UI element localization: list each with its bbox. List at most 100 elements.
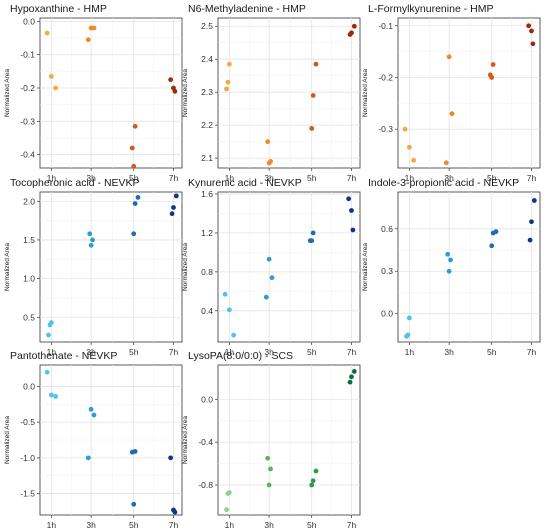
x-tick-label: 7h <box>169 347 179 357</box>
data-point <box>266 160 272 166</box>
data-point <box>129 145 135 151</box>
data-point <box>225 491 231 496</box>
x-tick-label: 3h <box>264 520 274 530</box>
y-tick-label: -0.5 <box>20 417 35 427</box>
data-point <box>402 126 408 132</box>
x-tick-label: 5h <box>487 347 497 357</box>
x-tick-label: 7h <box>347 347 357 357</box>
data-point <box>224 507 229 513</box>
x-tick-label: 5h <box>129 173 139 183</box>
data-point <box>47 322 53 328</box>
plot-frame <box>217 364 361 516</box>
data-point <box>231 332 237 338</box>
panel-title: L-Formylkynurenine - HMP <box>368 3 493 15</box>
y-tick-label: 1.5 <box>23 235 35 245</box>
y-tick-label: -0.1 <box>378 21 393 31</box>
x-tick-label: 3h <box>86 173 96 183</box>
x-tick-label: 3h <box>264 173 274 183</box>
x-tick-label: 5h <box>129 520 139 530</box>
panel-title: Hypoxanthine - HMP <box>10 3 107 15</box>
y-tick-label: 0.3 <box>381 266 393 276</box>
y-tick-label: -0.8 <box>198 480 213 490</box>
y-tick-label: 0.0 <box>23 381 35 391</box>
data-point <box>411 157 417 163</box>
x-tick-label: 5h <box>129 347 139 357</box>
data-point <box>263 294 269 300</box>
x-tick-label: 7h <box>527 173 537 183</box>
data-point <box>269 275 275 281</box>
data-point <box>44 369 50 375</box>
data-point <box>443 160 449 166</box>
data-point <box>490 230 496 236</box>
panel-8: LysoPA(8:0/0:0) - SCS -0.8 -0.4 0.0 1h 3h 5h 7h… <box>182 350 361 530</box>
x-tick-label: 1h <box>47 173 57 183</box>
data-point <box>131 501 137 507</box>
data-point <box>226 307 232 313</box>
y-tick-label: 2.1 <box>201 153 213 163</box>
data-point <box>131 231 137 237</box>
y-tick-label: 2.4 <box>201 54 213 64</box>
data-point <box>313 61 319 67</box>
data-point <box>169 211 175 217</box>
data-point <box>88 242 94 248</box>
y-tick-label: -0.2 <box>20 83 35 93</box>
y-tick-label: 0.0 <box>23 16 35 26</box>
data-point <box>222 291 228 297</box>
data-point <box>347 379 353 385</box>
data-point <box>446 268 452 274</box>
data-point <box>490 62 496 67</box>
data-point <box>530 41 536 47</box>
data-point <box>445 251 451 257</box>
panel-title: Kynurenic acid - NEVKP <box>188 177 302 189</box>
y-tick-label: 1.6 <box>201 189 213 199</box>
data-point <box>168 455 174 461</box>
plot-frame <box>397 191 541 343</box>
data-point <box>171 205 176 210</box>
data-point <box>91 412 97 418</box>
data-point <box>351 23 357 29</box>
y-tick-label: -0.4 <box>20 150 35 160</box>
data-point <box>310 93 316 98</box>
data-point <box>173 193 179 199</box>
y-tick-label: 2.0 <box>23 196 35 206</box>
panel-1: Hypoxanthine - HMP -0.4 -0.3 -0.2 -0.1 0.0 1h 3… <box>4 3 183 183</box>
data-point <box>88 406 94 412</box>
data-point <box>226 61 232 67</box>
panel-7: Pantothenate - NEVKP -1.5 -1.0 -0.5 0.0 1h 3h 5… <box>4 350 183 530</box>
data-point <box>309 126 315 131</box>
panel-title: N6-Methyladenine - HMP <box>188 3 306 15</box>
y-axis-title: Normalized Area <box>4 69 11 117</box>
panel-3: L-Formylkynurenine - HMP -0.3 -0.2 -0.1 1h 3h… <box>362 3 541 183</box>
data-point <box>526 23 532 29</box>
data-point <box>350 227 356 233</box>
plot-frame <box>39 191 183 343</box>
data-point <box>310 230 316 236</box>
y-tick-label: 1.2 <box>201 228 213 238</box>
y-tick-label: 2.2 <box>201 120 213 130</box>
data-point <box>347 32 353 37</box>
data-point <box>172 509 178 515</box>
data-point <box>266 482 272 488</box>
y-tick-label: 0.6 <box>381 224 393 234</box>
y-tick-label: 0.0 <box>381 309 393 319</box>
x-tick-label: 7h <box>169 520 179 530</box>
x-tick-label: 7h <box>527 347 537 357</box>
data-point <box>349 208 354 213</box>
panel-4: Tocopheronic acid - NEVKP 0.5 1.0 1.5 2.0 1h 3… <box>4 177 183 357</box>
data-point <box>268 466 273 472</box>
y-axis-title: Normalized Area <box>4 243 11 291</box>
data-point <box>310 478 316 484</box>
data-point <box>46 332 51 338</box>
data-point <box>53 85 59 91</box>
data-point <box>531 198 537 203</box>
data-point <box>48 73 54 79</box>
data-point <box>406 144 412 150</box>
y-tick-label: -1.0 <box>20 453 35 463</box>
x-tick-label: 1h <box>47 347 57 357</box>
data-point <box>446 54 452 60</box>
y-tick-label: -0.3 <box>20 116 35 126</box>
x-tick-label: 7h <box>347 173 357 183</box>
y-axis-title: Normalized Area <box>362 69 369 117</box>
x-tick-label: 1h <box>405 173 415 183</box>
data-point <box>351 369 357 374</box>
